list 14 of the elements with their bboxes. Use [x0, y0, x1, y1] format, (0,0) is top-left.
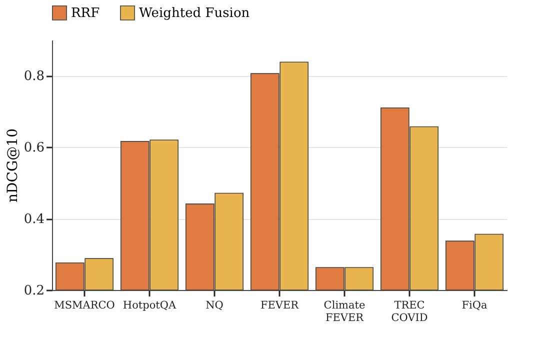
- x-tick-label: FiQa: [462, 300, 488, 312]
- x-tick-label: Climate FEVER: [324, 300, 366, 324]
- legend-label: Weighted Fusion: [139, 6, 250, 21]
- y-tick-label: 0.2: [24, 284, 44, 298]
- y-axis-title: nDCG@10: [4, 128, 21, 202]
- x-tick-label: MSMARCO: [54, 300, 116, 312]
- x-tick-label: FEVER: [260, 300, 300, 312]
- y-tick-label: 0.6: [24, 140, 44, 156]
- legend-label: RRF: [71, 6, 100, 21]
- y-tick-label: 0.8: [24, 69, 44, 84]
- x-tick-label: TREC COVID: [391, 300, 428, 324]
- x-tick-label: NQ: [206, 300, 224, 312]
- y-tick-label: 0.4: [24, 212, 44, 228]
- x-tick-label: HotpotQA: [122, 300, 176, 312]
